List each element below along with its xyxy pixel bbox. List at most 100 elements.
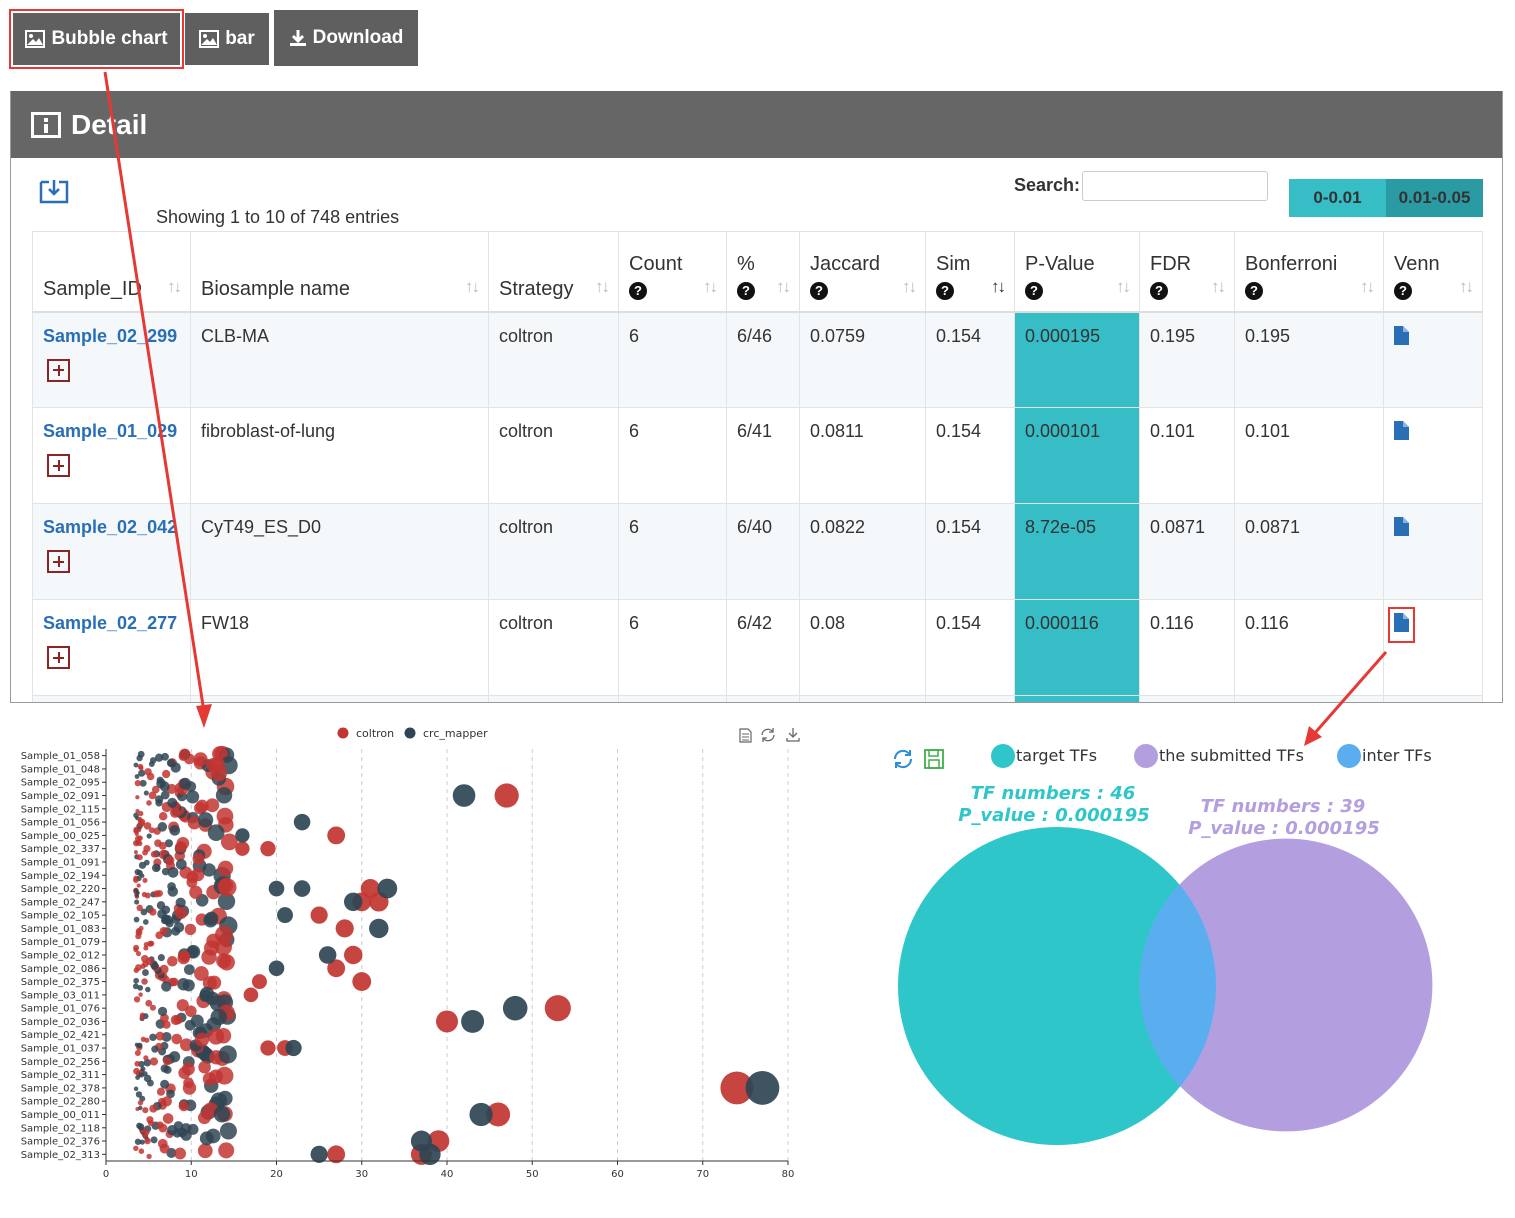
save-icon[interactable]: [924, 749, 944, 769]
bubble-point: [149, 1004, 156, 1011]
bubble-point: [169, 824, 181, 836]
sort-icon[interactable]: ↑↓: [1211, 276, 1226, 296]
sort-icon[interactable]: ↑↓: [1459, 276, 1474, 296]
bubble-point: [161, 867, 170, 876]
coltron-bubble: [327, 959, 346, 978]
sort-icon[interactable]: ↑↓: [167, 276, 182, 296]
refresh-icon[interactable]: [893, 749, 913, 769]
bubble-point: [164, 839, 173, 848]
col-biosample[interactable]: Biosample name ↑↓: [190, 231, 489, 313]
sort-icon[interactable]: ↑↓: [1116, 276, 1131, 296]
legend-marker-coltron: [337, 727, 349, 739]
col-fdr[interactable]: FDR? ↑↓: [1139, 231, 1235, 313]
sample-id-link[interactable]: Sample_01_029: [43, 421, 178, 441]
bubble-point: [189, 885, 203, 899]
bubble-point: [174, 1147, 187, 1160]
bubble-point: [133, 1086, 139, 1092]
help-icon[interactable]: ?: [1394, 281, 1412, 300]
bubble-point: [138, 810, 144, 817]
venn-file-icon[interactable]: [1394, 421, 1409, 445]
col-sim[interactable]: Sim? ↑↓: [925, 231, 1015, 313]
expand-icon[interactable]: [47, 550, 70, 573]
count-cell: 6: [618, 503, 727, 600]
sort-icon[interactable]: ↑↓: [776, 276, 791, 296]
sim-cell: 0.154: [925, 599, 1015, 696]
venn-file-icon[interactable]: [1388, 607, 1415, 643]
percent-cell: 6/46: [726, 311, 800, 408]
info-box-icon: [31, 111, 61, 138]
bubble-point: [193, 752, 208, 767]
sim-cell: 0.154: [925, 503, 1015, 600]
jaccard-cell: 0.0822: [799, 503, 926, 600]
bubble-point: [134, 774, 140, 779]
help-icon[interactable]: ?: [810, 281, 828, 300]
expand-icon[interactable]: [47, 646, 70, 669]
expand-icon[interactable]: [47, 358, 70, 382]
help-icon[interactable]: ?: [1245, 281, 1263, 300]
bubble-point: [172, 1128, 182, 1138]
sort-desc-icon[interactable]: ↑↓: [991, 276, 1006, 296]
search-input[interactable]: [1082, 171, 1268, 201]
x-tick-label: 10: [185, 1169, 198, 1180]
help-icon[interactable]: ?: [1150, 281, 1168, 300]
sample-id-link[interactable]: Sample_02_042: [43, 517, 178, 537]
bar-button[interactable]: bar: [185, 13, 269, 65]
help-icon[interactable]: ?: [936, 281, 954, 300]
y-tick-label: Sample_02_091: [21, 791, 100, 802]
sort-icon[interactable]: ↑↓: [595, 276, 610, 296]
restore-icon[interactable]: [761, 728, 775, 742]
search-label: Search:: [1014, 175, 1081, 195]
crc_mapper-bubble: [310, 1145, 328, 1163]
percent-cell: 6/41: [726, 407, 800, 504]
download-button[interactable]: Download: [274, 10, 418, 66]
bubble-point: [184, 923, 197, 936]
y-tick-label: Sample_02_376: [21, 1137, 100, 1148]
help-icon[interactable]: ?: [737, 281, 755, 300]
bubble-point: [182, 979, 195, 992]
bubble-point: [161, 905, 171, 915]
help-icon[interactable]: ?: [629, 281, 647, 300]
biosample-cell: CLB-MA: [190, 311, 489, 408]
col-percent[interactable]: %? ↑↓: [726, 231, 800, 313]
expand-icon[interactable]: [47, 454, 70, 477]
save-image-icon[interactable]: [786, 728, 800, 742]
venn-file-icon[interactable]: [1394, 325, 1409, 350]
col-jaccard[interactable]: Jaccard? ↑↓: [799, 231, 926, 313]
sample-id-link[interactable]: Sample_02_277: [43, 613, 178, 633]
y-tick-label: Sample_01_058: [21, 751, 100, 762]
sort-icon[interactable]: ↑↓: [703, 276, 718, 296]
col-sample-id[interactable]: Sample_ID ↑↓: [32, 231, 191, 313]
sort-icon[interactable]: ↑↓: [902, 276, 917, 296]
coltron-bubble: [436, 1010, 458, 1033]
crc_mapper-bubble: [461, 1009, 485, 1033]
bubble-chart-button[interactable]: Bubble chart: [9, 9, 184, 69]
bubble-point: [142, 1071, 148, 1077]
col-bonferroni[interactable]: Bonferroni? ↑↓: [1234, 231, 1384, 313]
bubble-point: [133, 944, 140, 951]
export-button[interactable]: [39, 178, 69, 209]
venn-file-icon[interactable]: [1394, 517, 1409, 541]
bubble-point: [173, 922, 185, 933]
sample-id-link[interactable]: Sample_02_299: [43, 325, 178, 346]
col-strategy[interactable]: Strategy ↑↓: [488, 231, 619, 313]
y-tick-label: Sample_01_048: [21, 764, 100, 775]
sort-icon[interactable]: ↑↓: [465, 276, 480, 296]
col-count[interactable]: Count? ↑↓: [618, 231, 727, 313]
panel-header: Detail: [11, 91, 1502, 158]
bubble-point: [214, 938, 233, 956]
table-row: [32, 695, 1483, 702]
bubble-point: [167, 886, 179, 897]
sort-icon[interactable]: ↑↓: [1360, 276, 1375, 296]
bubble-point: [135, 950, 142, 957]
table-row: Sample_01_029 fibroblast-of-lung coltron…: [32, 407, 1483, 504]
x-tick-label: 0: [103, 1169, 109, 1180]
bubble-point: [187, 816, 201, 830]
data-view-icon[interactable]: [739, 728, 752, 743]
help-icon[interactable]: ?: [1025, 281, 1043, 300]
col-venn[interactable]: Venn? ↑↓: [1383, 231, 1483, 313]
bubble-point: [151, 785, 160, 794]
coltron-bubble: [260, 841, 276, 857]
bubble-point: [199, 1131, 214, 1146]
bubble-point: [210, 1008, 227, 1026]
col-pvalue[interactable]: P-Value? ↑↓: [1014, 231, 1140, 313]
